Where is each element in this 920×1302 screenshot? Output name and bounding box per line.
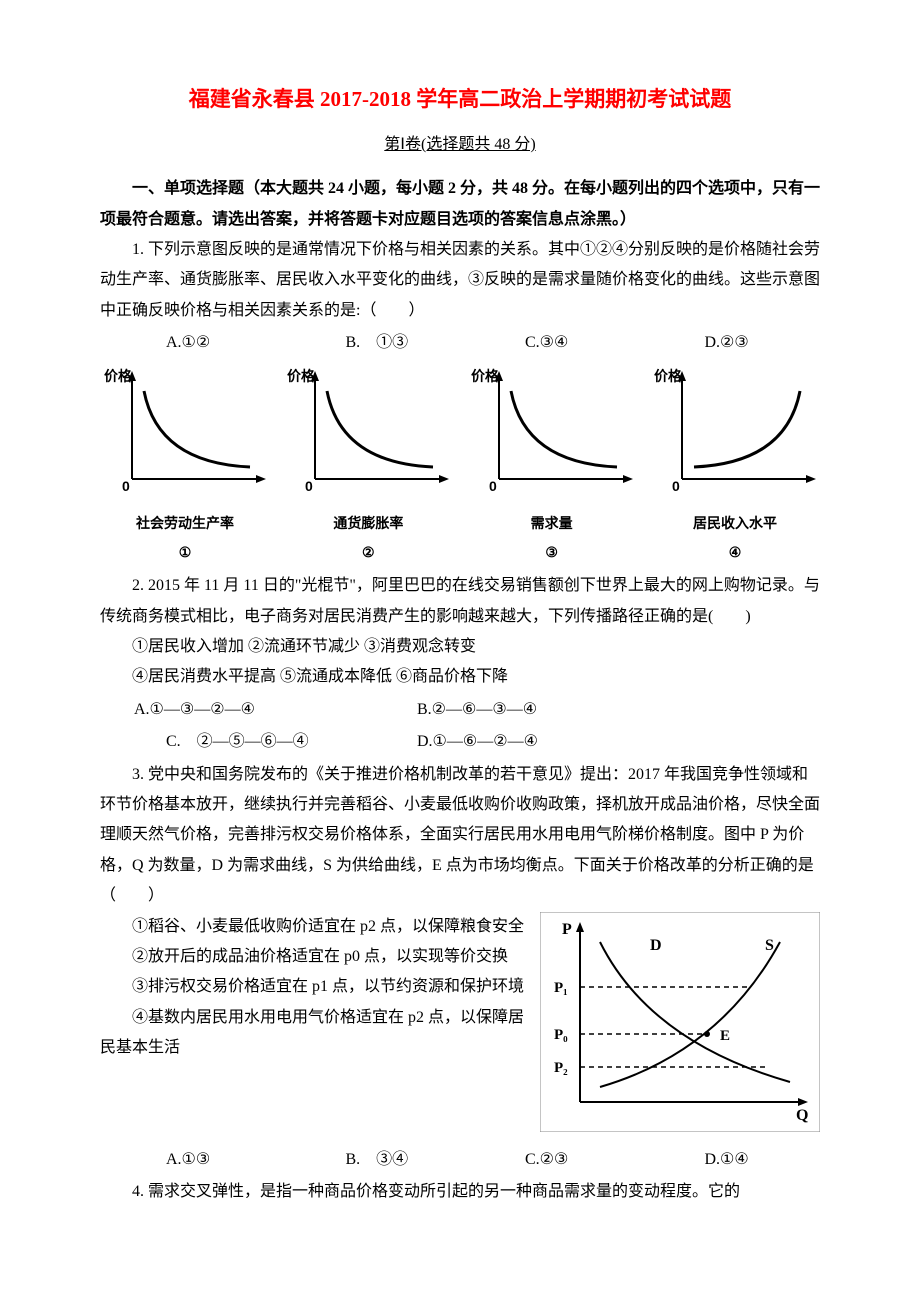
axis-Q: Q: [796, 1107, 808, 1124]
origin: 0: [122, 478, 130, 494]
q1-chart-1: 价格 0 社会劳动生产率 ①: [100, 367, 270, 566]
q2-line1: ①居民收入增加 ②流通环节减少 ③消费观念转变: [100, 632, 820, 662]
q3-optD: D.①④: [641, 1145, 819, 1175]
supply-demand-chart: P Q D S E P₁ P₀ P₂: [540, 912, 820, 1132]
q2-optB: B.②—⑥—③—④: [353, 695, 602, 725]
q3-options: A.①③ B. ③④ C.②③ D.①④: [100, 1143, 820, 1177]
q3-optB: B. ③④: [282, 1145, 460, 1175]
xlabel: 居民收入水平: [650, 510, 820, 537]
label-P2: P₂: [554, 1060, 568, 1076]
ylabel: 价格: [654, 368, 683, 384]
q1-options: A.①② B. ①③ C.③④ D.②③: [100, 326, 820, 360]
q3-figure: P Q D S E P₁ P₀ P₂: [540, 912, 820, 1143]
q3-optC: C.②③: [461, 1145, 639, 1175]
q2-line2: ④居民消费水平提高 ⑤流通成本降低 ⑥商品价格下降: [100, 662, 820, 692]
q3-body: P Q D S E P₁ P₀ P₂ ①稻谷、小麦最低收购价适宜在 p2 点，以…: [100, 912, 820, 1143]
q1-diagrams: 价格 0 社会劳动生产率 ① 价格 0 通货膨胀率 ② 价格: [100, 367, 820, 566]
label-E: E: [720, 1028, 730, 1044]
q2-stem: 2. 2015 年 11 月 11 日的"光棍节"，阿里巴巴的在线交易销售额创下…: [100, 571, 820, 632]
chart-svg: 价格 0: [283, 367, 453, 497]
ylabel: 价格: [104, 368, 133, 384]
origin: 0: [489, 478, 497, 494]
q1-chart-4: 价格 0 居民收入水平 ④: [650, 367, 820, 566]
q3-optA: A.①③: [102, 1145, 280, 1175]
q1-chart-2: 价格 0 通货膨胀率 ②: [283, 367, 453, 566]
q2-optC: C. ②—⑤—⑥—④: [102, 727, 351, 757]
chart-svg: 价格 0: [100, 367, 270, 497]
chart-num: ②: [283, 539, 453, 566]
q1-optA: A.①②: [102, 328, 280, 358]
ylabel: 价格: [287, 368, 316, 384]
section-subtitle: 第Ⅰ卷(选择题共 48 分): [100, 130, 820, 160]
q4-stem: 4. 需求交叉弹性，是指一种商品价格变动所引起的另一种商品需求量的变动程度。它的: [100, 1177, 820, 1207]
origin: 0: [305, 478, 313, 494]
chart-num: ①: [100, 539, 270, 566]
q3-stem: 3. 党中央和国务院发布的《关于推进价格机制改革的若干意见》提出：2017 年我…: [100, 760, 820, 912]
label-S: S: [765, 937, 774, 954]
label-D: D: [650, 937, 662, 954]
q1-optD: D.②③: [641, 328, 819, 358]
q1-optB: B. ①③: [282, 328, 460, 358]
q1-stem: 1. 下列示意图反映的是通常情况下价格与相关因素的关系。其中①②④分别反映的是价…: [100, 235, 820, 326]
ylabel: 价格: [471, 368, 500, 384]
xlabel: 需求量: [467, 510, 637, 537]
q1-chart-3: 价格 0 需求量 ③: [467, 367, 637, 566]
axis-P: P: [562, 921, 572, 938]
q2-optD: D.①—⑥—②—④: [353, 727, 602, 757]
xlabel: 通货膨胀率: [283, 510, 453, 537]
label-P0: P₀: [554, 1027, 568, 1043]
q2-options-row1: A.①—③—②—④ B.②—⑥—③—④ C. ②—⑤—⑥—④ D.①—⑥—②—④: [100, 693, 604, 760]
chart-svg: 价格 0: [650, 367, 820, 497]
chart-num: ③: [467, 539, 637, 566]
instructions: 一、单项选择题（本大题共 24 小题，每小题 2 分，共 48 分。在每小题列出…: [100, 174, 820, 235]
page-title: 福建省永春县 2017-2018 学年高二政治上学期期初考试试题: [100, 80, 820, 120]
origin: 0: [672, 478, 680, 494]
xlabel: 社会劳动生产率: [100, 510, 270, 537]
q2-optA: A.①—③—②—④: [102, 695, 351, 725]
q1-optC: C.③④: [461, 328, 639, 358]
chart-svg: 价格 0: [467, 367, 637, 497]
chart-num: ④: [650, 539, 820, 566]
label-P1: P₁: [554, 980, 568, 996]
